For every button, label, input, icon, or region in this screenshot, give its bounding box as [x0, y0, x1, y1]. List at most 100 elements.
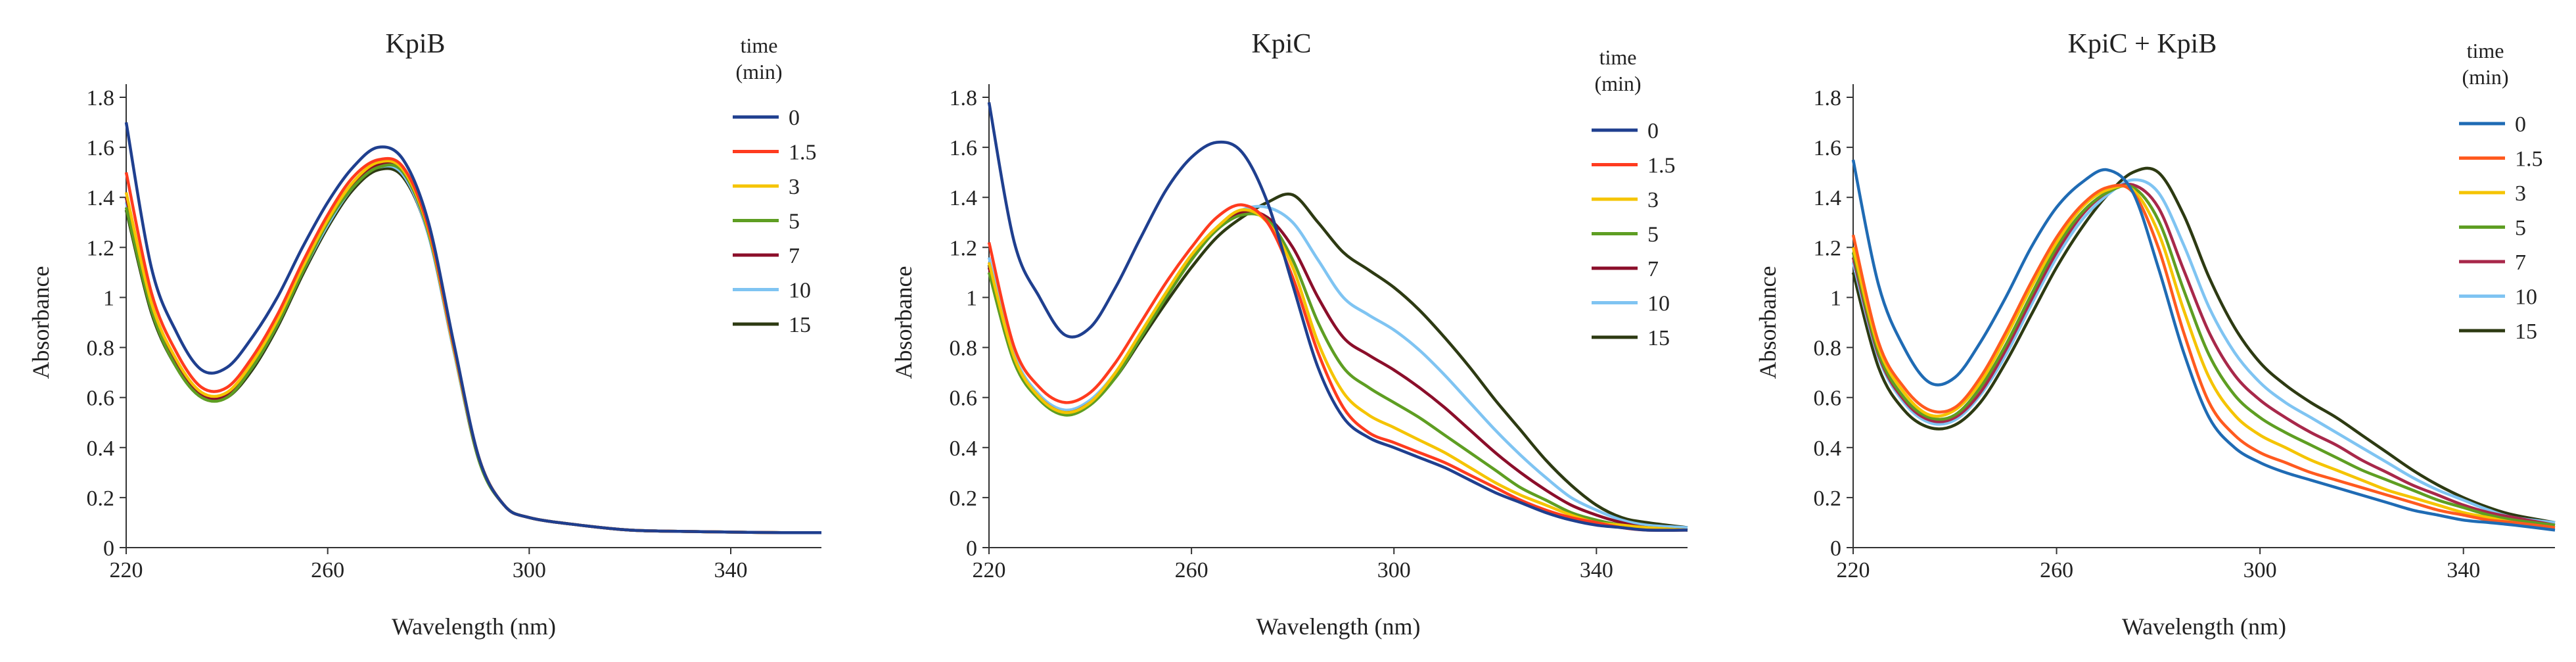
series-line-3 [987, 208, 1688, 532]
legend-label: 10 [789, 279, 811, 303]
legend-label: 1.5 [2515, 147, 2543, 172]
x-tick-label: 300 [2243, 558, 2277, 582]
legend-label: 15 [2515, 319, 2537, 344]
x-axis-title: Wavelength (nm) [1256, 613, 1420, 640]
legend-label: 10 [2515, 285, 2537, 310]
x-axis-title: Wavelength (nm) [392, 613, 556, 640]
series-line-7 [124, 162, 822, 534]
legend-label: 3 [1647, 188, 1659, 212]
legend-label: 0 [1647, 119, 1659, 143]
legend-label: 7 [2515, 250, 2526, 275]
y-axis-title: Absorbance [890, 266, 917, 379]
y-tick-label: 0.4 [950, 437, 978, 461]
y-tick-label: 1.4 [1814, 186, 1842, 210]
series-line-5 [124, 163, 822, 534]
legend-label: 1.5 [789, 141, 817, 165]
y-tick-label: 1.2 [1814, 236, 1842, 260]
series-line-0 [987, 102, 1688, 532]
series-line-3 [124, 159, 822, 534]
series-group [987, 102, 1688, 532]
legend: time (min) 0 1.5 3 5 7 10 15 [2459, 39, 2543, 344]
x-tick-label: 340 [714, 558, 748, 582]
legend-label: 0 [789, 106, 800, 130]
legend-label: 5 [789, 210, 800, 234]
series-line-3 [1851, 184, 2556, 529]
chart-title: KpiB [385, 29, 445, 59]
y-tick-label: 0 [103, 536, 114, 561]
legend-title-line1: time [2467, 39, 2504, 62]
legend-title-line2: (min) [735, 60, 782, 83]
legend-label: 5 [1647, 223, 1659, 247]
series-group [1851, 159, 2556, 532]
y-tick-label: 0.8 [950, 337, 978, 361]
legend-title-line2: (min) [1594, 72, 1641, 95]
x-tick-label: 220 [973, 558, 1006, 582]
y-tick-label: 1.8 [1814, 86, 1842, 110]
y-tick-label: 1 [1830, 286, 1841, 310]
series-line-5 [1851, 184, 2556, 527]
y-tick-label: 1.6 [1814, 136, 1842, 160]
x-tick-label: 260 [311, 558, 344, 582]
series-line-10 [987, 204, 1688, 529]
y-tick-label: 0.6 [950, 387, 978, 411]
y-tick-label: 0.6 [87, 387, 115, 411]
y-tick-label: 0.8 [1814, 337, 1842, 361]
x-tick-label: 260 [2040, 558, 2073, 582]
legend-label: 15 [1647, 326, 1670, 350]
legend-label: 7 [1647, 257, 1659, 281]
y-tick-label: 1.6 [950, 136, 978, 160]
legend-label: 15 [789, 313, 811, 337]
series-line-15 [1851, 166, 2556, 525]
chart-panel-0: KpiB 0 0.2 0.4 0.6 0.8 1 1.2 1.4 1.6 1.8 220 260 300 3… [28, 29, 822, 640]
legend: time (min) 0 1.5 3 5 7 10 15 [1592, 45, 1676, 350]
y-tick-label: 1 [966, 286, 977, 310]
legend-label: 5 [2515, 216, 2526, 241]
y-tick-label: 1.4 [87, 186, 115, 210]
x-tick-label: 300 [1377, 558, 1411, 582]
y-axis-title: Absorbance [1755, 266, 1781, 379]
legend-label: 3 [2515, 181, 2526, 206]
series-line-15 [124, 167, 822, 534]
y-tick-label: 1.2 [87, 236, 115, 260]
legend-title-line2: (min) [2462, 65, 2508, 89]
x-tick-label: 300 [513, 558, 546, 582]
y-tick-label: 0.8 [87, 337, 115, 361]
series-line-1-5 [124, 156, 822, 534]
legend-label: 1.5 [1647, 154, 1676, 178]
legend-label: 7 [789, 244, 800, 268]
legend-title-line1: time [1599, 45, 1637, 69]
x-tick-label: 340 [2447, 558, 2480, 582]
series-line-0 [124, 122, 822, 534]
series-group [124, 122, 822, 534]
y-tick-label: 0 [1830, 536, 1841, 561]
chart-title: KpiC [1251, 29, 1311, 59]
y-tick-label: 1 [103, 286, 114, 310]
y-tick-label: 0.6 [1814, 387, 1842, 411]
series-line-7 [1851, 183, 2556, 527]
chart-title: KpiC + KpiB [2068, 29, 2217, 59]
y-tick-label: 1.4 [950, 186, 978, 210]
y-axis-title: Absorbance [28, 266, 54, 379]
y-tick-label: 0.2 [87, 486, 115, 511]
series-line-7 [987, 210, 1688, 532]
series-line-0 [1851, 159, 2556, 532]
chart-panel-1: KpiC 0 0.2 0.4 0.6 0.8 1 1.2 1.4 1.6 1.8 220 260 300 3… [890, 29, 1688, 640]
x-tick-label: 220 [1837, 558, 1870, 582]
series-line-10 [124, 164, 822, 534]
y-tick-label: 1.6 [87, 136, 115, 160]
y-tick-label: 1.2 [950, 236, 978, 260]
y-tick-label: 0.2 [1814, 486, 1842, 511]
series-line-5 [987, 212, 1688, 532]
x-axis-title: Wavelength (nm) [2122, 613, 2286, 640]
series-line-10 [1851, 178, 2556, 525]
legend-label: 0 [2515, 112, 2526, 137]
x-tick-label: 260 [1175, 558, 1208, 582]
y-tick-label: 0.4 [1814, 437, 1842, 461]
series-line-1-5 [1851, 183, 2556, 529]
series-line-1-5 [987, 203, 1688, 532]
y-tick-label: 1.8 [87, 86, 115, 110]
y-tick-label: 0 [966, 536, 977, 561]
legend-label: 3 [789, 175, 800, 199]
